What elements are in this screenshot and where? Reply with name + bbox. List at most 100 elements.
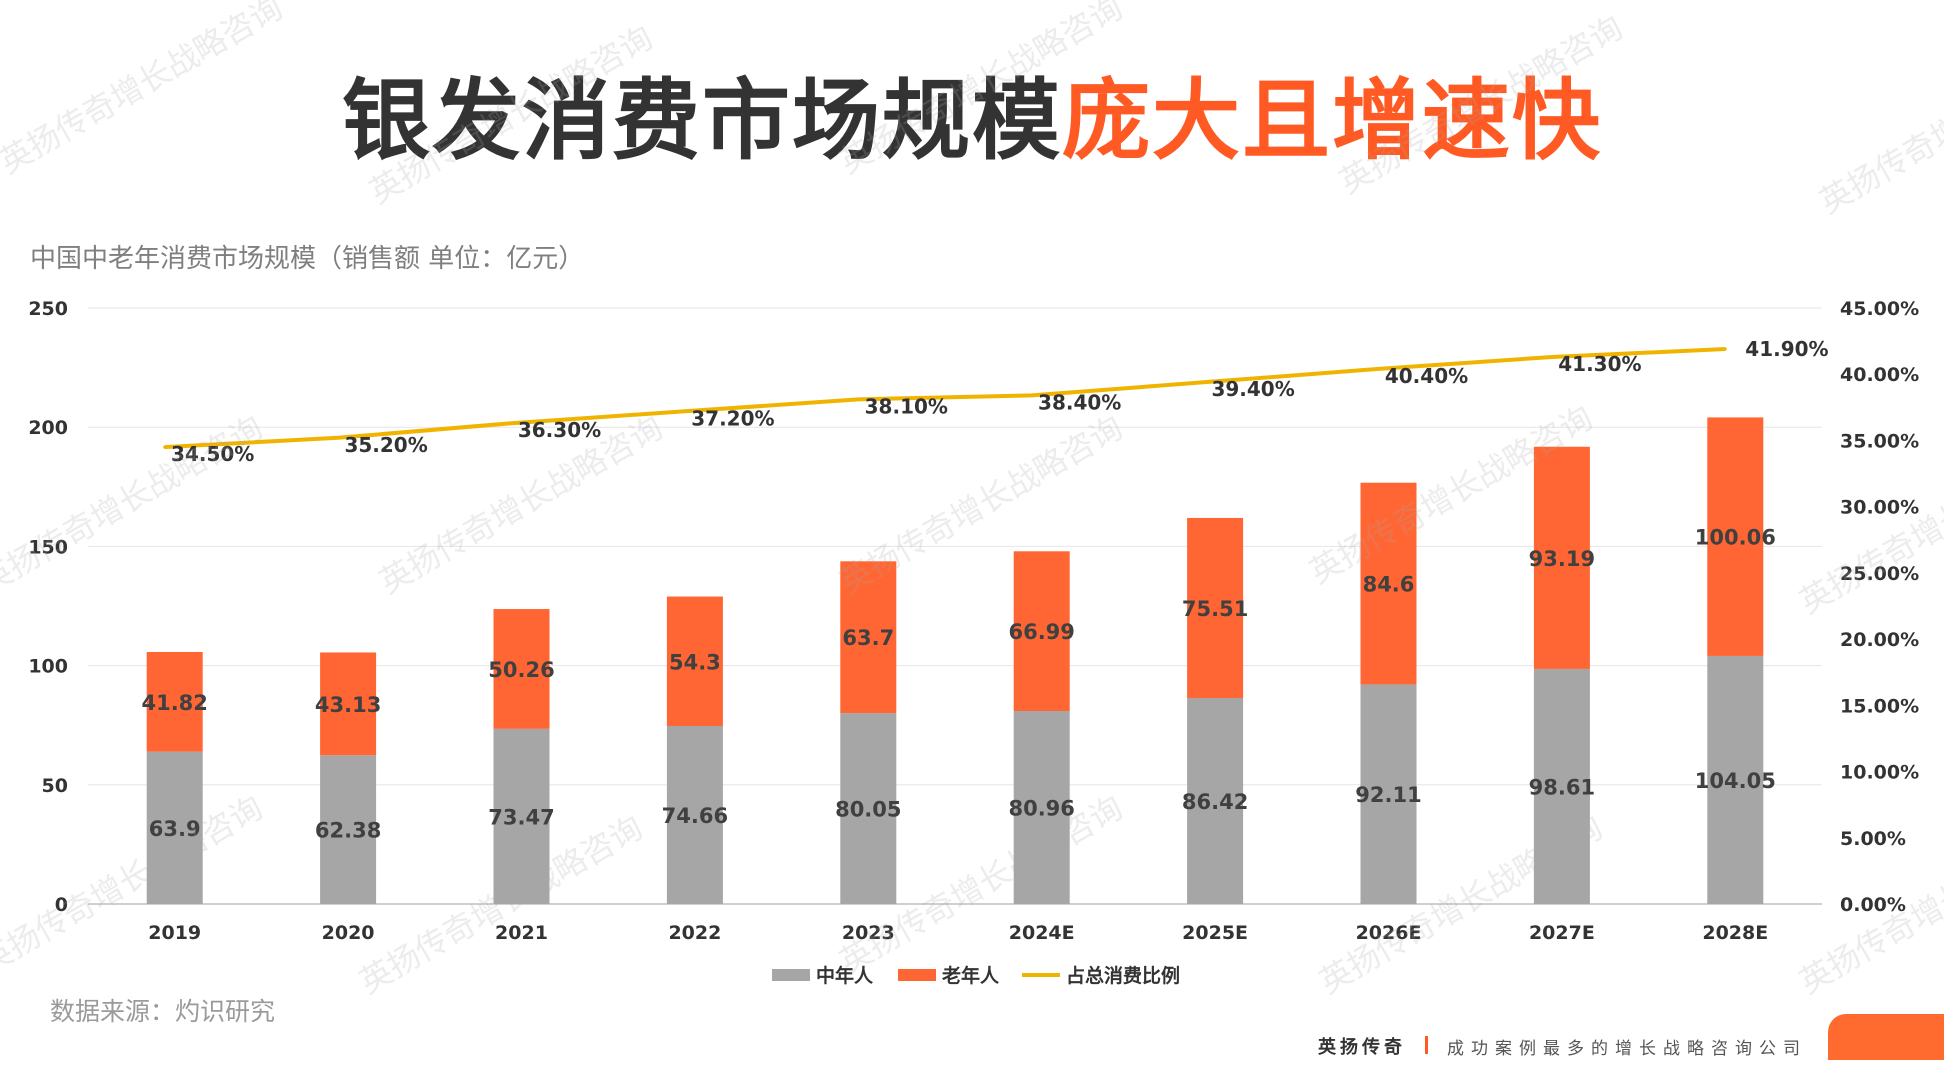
bar-elderly (320, 652, 377, 756)
legend-swatch (898, 969, 936, 981)
ratio-point-label: 36.30% (518, 418, 601, 442)
ratio-point-label: 39.40% (1211, 377, 1294, 401)
ratio-point (1203, 380, 1207, 384)
footer-tab (1828, 1014, 1944, 1060)
bar-middle-aged-label: 86.42 (1182, 790, 1248, 814)
x-tick-label: 2024E (1009, 922, 1075, 944)
ratio-point-label: 38.10% (865, 394, 948, 418)
page-title-part1: 银发消费市场规模 (341, 69, 1062, 172)
bar-elderly-label: 54.3 (669, 650, 721, 674)
source-note: 数据来源：灼识研究 (50, 997, 276, 1026)
y-right-tick-label: 45.00% (1840, 298, 1919, 320)
bar-middle-aged-label: 104.05 (1695, 769, 1776, 793)
bar-elderly (146, 651, 203, 752)
x-tick-label: 2028E (1702, 922, 1768, 944)
bar-middle-aged (320, 755, 377, 904)
bar-elderly-label: 63.7 (842, 626, 894, 650)
chart-subtitle: 中国中老年消费市场规模（销售额 单位：亿元） (30, 244, 585, 274)
legend-label: 中年人 (816, 964, 874, 987)
y-left-tick-label: 100 (28, 656, 68, 678)
x-tick-label: 2026E (1356, 922, 1422, 944)
bar-middle-aged (1187, 697, 1244, 904)
bar-middle-aged (666, 726, 723, 904)
y-left-tick-label: 150 (28, 536, 68, 558)
ratio-point (683, 409, 687, 413)
y-right-tick-label: 10.00% (1840, 762, 1919, 784)
bar-middle-aged-label: 62.38 (315, 819, 381, 843)
y-right-tick-label: 5.00% (1840, 828, 1906, 850)
legend-label: 占总消费比例 (1066, 964, 1180, 987)
bar-elderly-label: 66.99 (1008, 620, 1074, 644)
x-tick-label: 2021 (495, 922, 548, 944)
ratio-point-label: 34.50% (171, 442, 254, 466)
bar-elderly-label: 50.26 (488, 658, 554, 682)
ratio-point (510, 421, 513, 425)
bar-middle-aged-label: 74.66 (662, 804, 728, 828)
footer-separator (1425, 1036, 1428, 1054)
bar-middle-aged-label: 92.11 (1355, 783, 1421, 807)
y-left-tick-label: 250 (28, 298, 68, 320)
y-right-tick-label: 25.00% (1840, 563, 1919, 585)
footer-brand: 英扬传奇 (1318, 1037, 1406, 1058)
y-right-tick-label: 35.00% (1840, 430, 1919, 452)
ratio-point-label: 40.40% (1385, 364, 1468, 388)
ratio-point-label: 41.30% (1558, 352, 1641, 376)
ratio-point-label: 38.40% (1038, 390, 1121, 414)
bar-middle-aged (1360, 684, 1417, 904)
bar-middle-aged (493, 728, 550, 904)
ratio-point-label: 35.20% (344, 433, 427, 457)
bar-middle-aged (1013, 710, 1070, 904)
ratio-point (1030, 393, 1034, 397)
ratio-point (163, 445, 167, 449)
bar-elderly-label: 41.82 (141, 691, 207, 715)
y-left-tick-label: 50 (42, 775, 68, 797)
bar-middle-aged (1707, 655, 1764, 904)
ratio-line (164, 347, 1726, 450)
bar-elderly-label: 84.6 (1363, 573, 1415, 597)
y-right-tick-label: 30.00% (1840, 497, 1919, 519)
bar-middle-aged-label: 63.9 (149, 817, 201, 841)
ratio-point (336, 436, 340, 440)
y-left-tick-label: 200 (28, 417, 68, 439)
x-tick-label: 2019 (148, 922, 201, 944)
bar-elderly (1533, 446, 1590, 669)
legend-label: 老年人 (942, 964, 1000, 987)
ratio-point (1723, 347, 1727, 351)
x-tick-label: 2022 (668, 922, 721, 944)
bar-middle-aged (840, 713, 897, 904)
bar-elderly (1707, 417, 1764, 656)
y-right-tick-label: 0.00% (1840, 894, 1906, 916)
y-right-tick-label: 40.00% (1840, 364, 1919, 386)
ratio-point (1550, 355, 1554, 359)
bar-elderly (493, 609, 550, 729)
page-title-part2: 庞大且增速快 (1062, 69, 1603, 172)
page-title: 银发消费市场规模庞大且增速快 (0, 50, 1944, 177)
ratio-point-label: 37.20% (691, 406, 774, 430)
y-left-tick-label: 0 (55, 894, 68, 916)
bar-elderly-label: 100.06 (1695, 526, 1776, 550)
x-tick-label: 2025E (1182, 922, 1248, 944)
bar-middle-aged (146, 751, 203, 904)
bar-middle-aged-label: 98.61 (1529, 775, 1595, 799)
bar-middle-aged-label: 73.47 (488, 805, 554, 829)
footer-slogan: 成功案例最多的增长战略咨询公司 (1447, 1039, 1807, 1059)
bar-elderly (666, 596, 723, 727)
legend-swatch (772, 969, 810, 981)
bar-elderly-label: 93.19 (1529, 547, 1595, 571)
x-tick-label: 2027E (1529, 922, 1595, 944)
y-right-tick-label: 20.00% (1840, 629, 1919, 651)
x-tick-label: 2023 (842, 922, 895, 944)
y-right-tick-label: 15.00% (1840, 695, 1919, 717)
bar-elderly (1360, 482, 1417, 685)
ratio-point-label: 41.90% (1745, 337, 1828, 361)
bar-elderly-label: 43.13 (315, 693, 381, 717)
bar-elderly (1013, 551, 1070, 711)
bar-middle-aged-label: 80.05 (835, 798, 901, 822)
ratio-point (856, 397, 860, 401)
bar-middle-aged-label: 80.96 (1008, 796, 1074, 820)
bar-elderly-label: 75.51 (1182, 597, 1248, 621)
bar-elderly (1187, 517, 1244, 698)
bar-middle-aged (1533, 668, 1590, 904)
x-tick-label: 2020 (322, 922, 375, 944)
